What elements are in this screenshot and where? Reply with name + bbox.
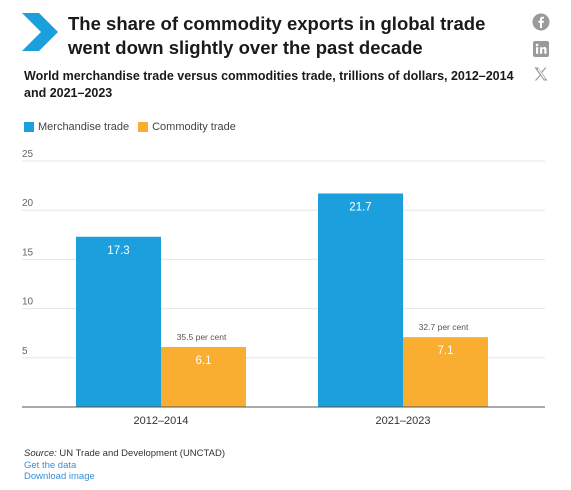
y-tick-label: 5 xyxy=(22,346,28,357)
bar-value-label: 6.1 xyxy=(196,355,212,367)
y-tick-label: 25 xyxy=(22,149,34,160)
x-tick-label: 2021–2023 xyxy=(375,415,430,427)
x-tick-label: 2012–2014 xyxy=(133,415,188,427)
share-annotation: 32.7 per cent xyxy=(419,322,469,332)
legend-swatch-merchandise xyxy=(24,122,34,132)
bar-commodity-1 xyxy=(403,337,488,407)
legend-item-merchandise[interactable]: Merchandise trade xyxy=(24,121,129,133)
source-text: UN Trade and Development (UNCTAD) xyxy=(56,448,225,459)
bar-value-label: 7.1 xyxy=(438,345,454,357)
chart-footer: Source: UN Trade and Development (UNCTAD… xyxy=(24,448,225,483)
x-share-button[interactable] xyxy=(530,63,552,85)
x-icon xyxy=(534,67,548,81)
bar-merchandise-1 xyxy=(318,193,403,407)
chevron-logo-icon xyxy=(22,13,58,51)
source-label: Source: xyxy=(24,448,57,459)
y-tick-label: 20 xyxy=(22,198,34,209)
y-tick-label: 15 xyxy=(22,247,34,258)
facebook-icon xyxy=(532,13,550,31)
source-note: Source: UN Trade and Development (UNCTAD… xyxy=(24,448,225,460)
share-annotation: 35.5 per cent xyxy=(177,332,227,342)
legend-item-commodity[interactable]: Commodity trade xyxy=(138,121,236,133)
legend-label-merchandise: Merchandise trade xyxy=(38,121,130,133)
legend-label-commodity: Commodity trade xyxy=(152,121,236,133)
chart-subtitle: World merchandise trade versus commoditi… xyxy=(24,69,514,100)
bar-commodity-0 xyxy=(161,346,246,407)
linkedin-icon xyxy=(533,41,549,57)
linkedin-share-button[interactable] xyxy=(530,38,552,60)
bar-value-label: 17.3 xyxy=(107,245,129,257)
bar-value-label: 21.7 xyxy=(349,201,371,213)
bar-chart: 5 10 15 20 25 17.3 6.1 35.5 per cent 2012–2014 21… xyxy=(22,149,545,427)
chart-legend: Merchandise trade Commodity trade xyxy=(24,121,245,133)
page-title: The share of commodity exports in global… xyxy=(68,13,486,58)
legend-swatch-commodity xyxy=(138,122,149,132)
y-tick-label: 10 xyxy=(22,297,34,308)
get-data-link[interactable]: Get the data xyxy=(24,459,77,471)
facebook-share-button[interactable] xyxy=(530,11,552,33)
bar-merchandise-0 xyxy=(76,236,161,407)
download-image-link[interactable]: Download image xyxy=(24,471,95,482)
